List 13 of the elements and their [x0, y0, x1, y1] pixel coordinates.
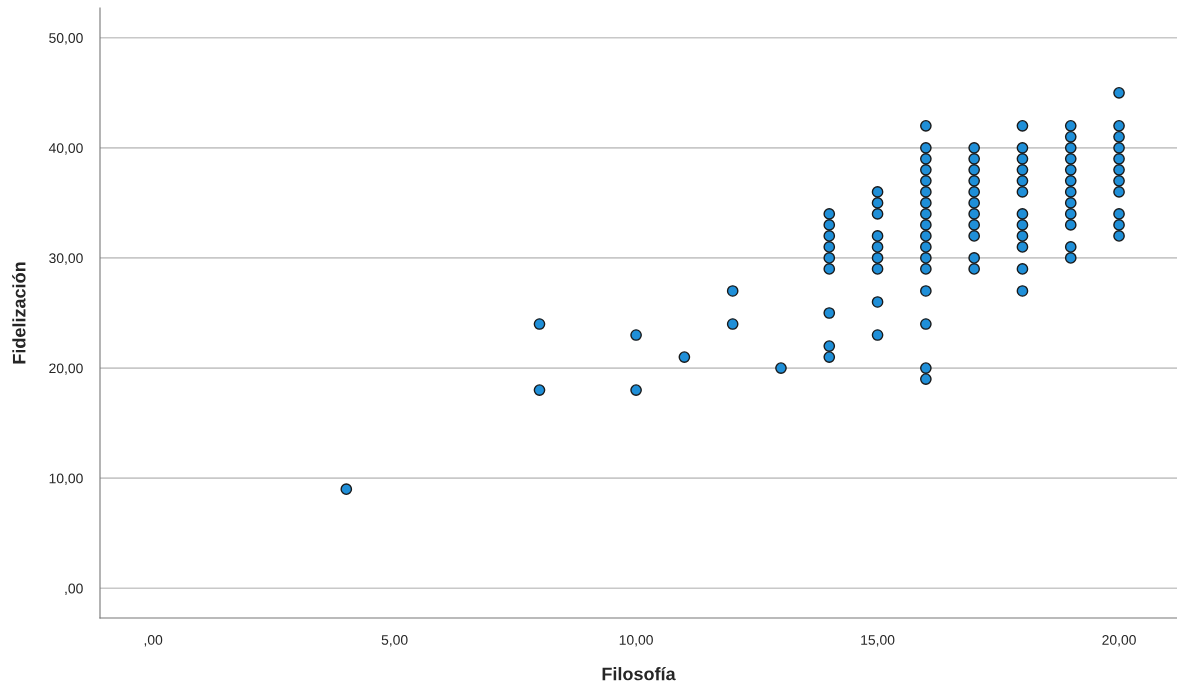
x-tick-label: 5,00 [381, 635, 408, 647]
y-tick-label: 50,00 [49, 33, 83, 45]
y-tick-label: ,00 [65, 583, 83, 596]
y-tick-label: 40,00 [48, 143, 83, 155]
y-axis-title: Fidelización [12, 262, 26, 364]
y-tick-label: 30,00 [49, 253, 83, 265]
x-axis-title: Filosofía [602, 666, 676, 681]
y-tick-label: 20,00 [49, 363, 83, 375]
x-tick-label: 20,00 [1102, 635, 1136, 647]
x-tick-label: 15,00 [861, 635, 895, 647]
x-tick-label: ,00 [144, 635, 163, 647]
y-tick-label: 10,00 [49, 473, 83, 485]
x-tick-label: 10,00 [619, 635, 653, 647]
